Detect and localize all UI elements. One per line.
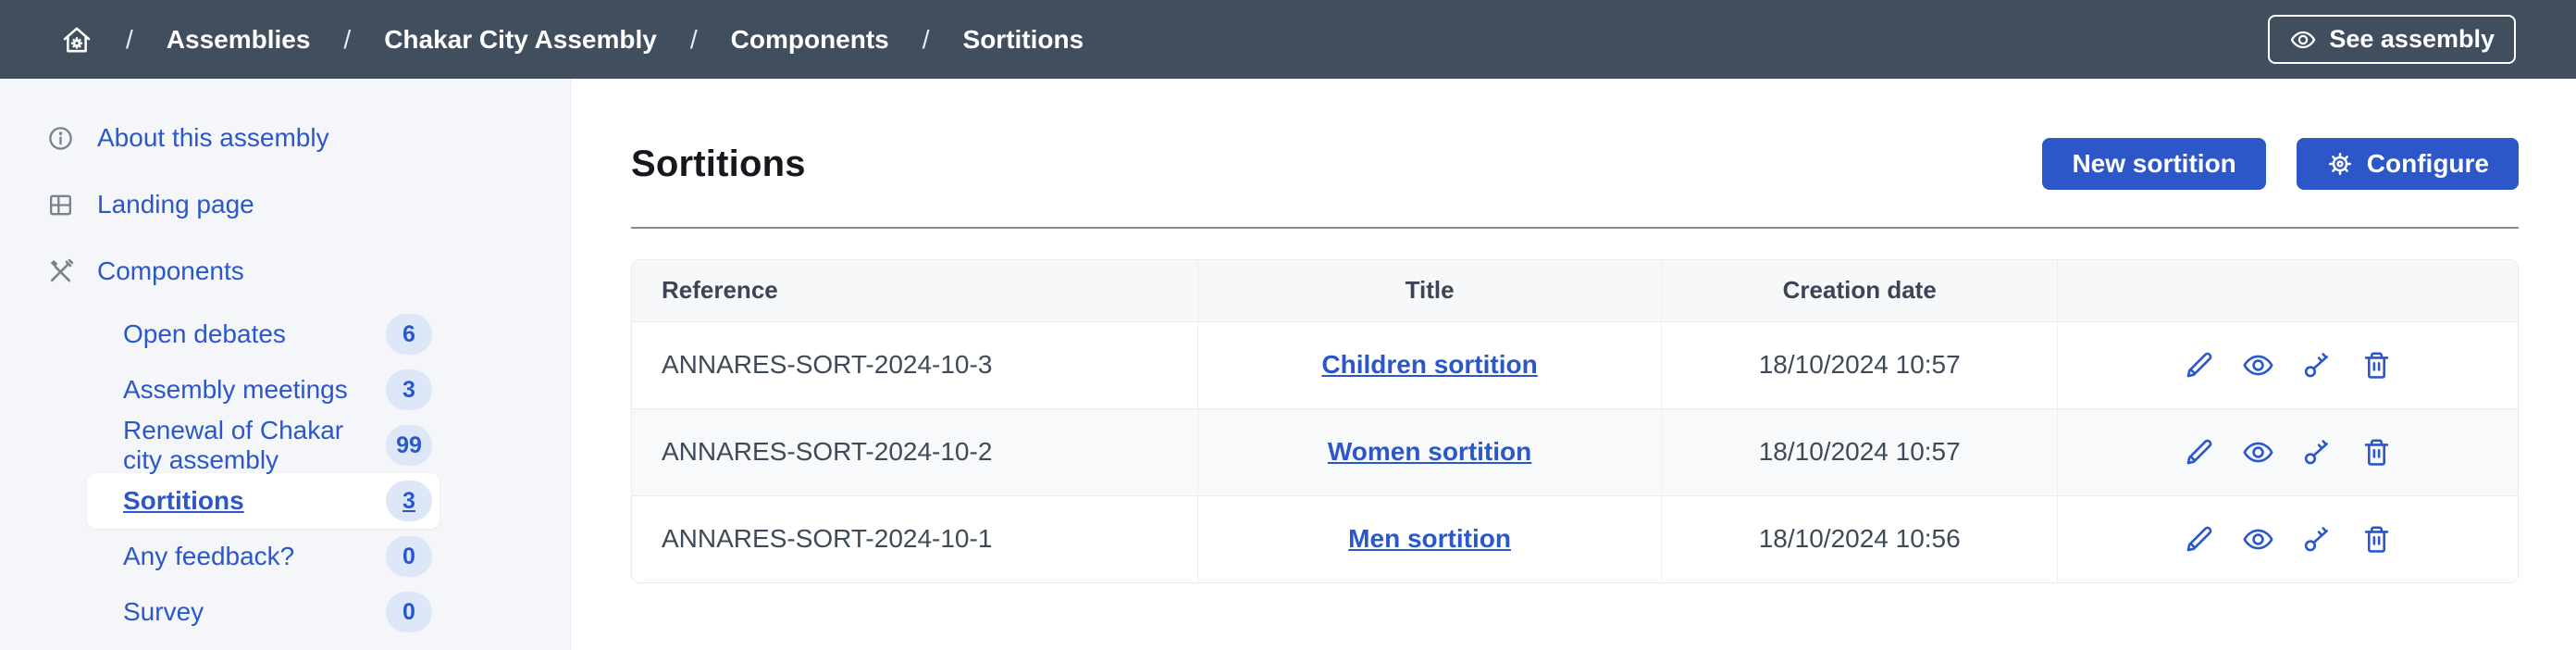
sortition-title-link[interactable]: Women sortition: [1327, 437, 1532, 466]
sidebar-item-label: Components: [97, 256, 244, 285]
reference-cell: ANNARES-SORT-2024-10-3: [632, 321, 1198, 409]
table-row: ANNARES-SORT-2024-10-1 Men sortition 18/…: [632, 495, 2518, 582]
header-title: Title: [1196, 260, 1662, 322]
sidebar-item-open-debates[interactable]: Open debates 6: [87, 306, 440, 362]
sidebar-item-survey[interactable]: Survey 0: [87, 584, 440, 640]
count-badge: 3: [386, 481, 432, 521]
new-sortition-button[interactable]: New sortition: [2042, 138, 2266, 190]
sidebar-item-about[interactable]: About this assembly: [0, 105, 570, 171]
sidebar-item-label: Open debates: [123, 319, 286, 348]
breadcrumb-chakar-city-assembly[interactable]: Chakar City Assembly: [384, 24, 657, 54]
landing-grid-icon: [46, 191, 75, 219]
tools-icon: [46, 257, 75, 286]
breadcrumb-components[interactable]: Components: [730, 24, 889, 54]
creation-date-cell: 18/10/2024 10:56: [1661, 495, 2058, 582]
sidebar-item-label: Renewal of Chakar city assembly: [123, 416, 344, 474]
sortitions-table: Reference Title Creation date ANNARES-SO…: [631, 259, 2519, 583]
reference-cell: ANNARES-SORT-2024-10-1: [632, 495, 1198, 582]
gear-icon: [2328, 153, 2351, 175]
sidebar-item-any-feedback[interactable]: Any feedback? 0: [87, 529, 440, 584]
creation-date-cell: 18/10/2024 10:57: [1661, 321, 2058, 409]
preview-eye-icon[interactable]: [2241, 435, 2275, 469]
page-title: Sortitions: [631, 143, 806, 184]
permissions-key-icon[interactable]: [2300, 522, 2334, 556]
breadcrumb-separator: /: [126, 24, 133, 54]
sidebar-item-label: Landing page: [97, 190, 254, 219]
permissions-key-icon[interactable]: [2300, 435, 2334, 469]
edit-pencil-icon[interactable]: [2182, 435, 2216, 469]
home-gear-icon[interactable]: [61, 24, 93, 56]
table-header-row: Reference Title Creation date: [632, 260, 2518, 322]
sidebar-item-label: Assembly meetings: [123, 375, 348, 404]
count-badge: 0: [386, 592, 432, 632]
delete-trash-icon[interactable]: [2359, 435, 2394, 469]
count-badge: 99: [386, 425, 432, 466]
see-assembly-label: See assembly: [2329, 25, 2495, 53]
sidebar-item-label: Sortitions: [123, 486, 244, 515]
title-divider: [631, 227, 2519, 229]
permissions-key-icon[interactable]: [2300, 348, 2334, 382]
sortition-title-link[interactable]: Men sortition: [1348, 524, 1511, 554]
breadcrumb-separator: /: [922, 24, 930, 54]
breadcrumb-separator: /: [343, 24, 352, 54]
edit-pencil-icon[interactable]: [2182, 522, 2216, 556]
info-icon: [46, 124, 75, 153]
configure-button[interactable]: Configure: [2296, 138, 2519, 190]
sidebar-item-components[interactable]: Components: [0, 238, 570, 305]
table-row: ANNARES-SORT-2024-10-2 Women sortition 1…: [632, 408, 2518, 496]
delete-trash-icon[interactable]: [2359, 348, 2394, 382]
count-badge: 3: [386, 369, 432, 410]
reference-cell: ANNARES-SORT-2024-10-2: [632, 408, 1198, 496]
sidebar-item-assembly-meetings[interactable]: Assembly meetings 3: [87, 362, 440, 418]
configure-label: Configure: [2366, 149, 2489, 178]
breadcrumb-sortitions[interactable]: Sortitions: [962, 24, 1084, 54]
sidebar-item-renewal[interactable]: Renewal of Chakar city assembly 99: [87, 416, 440, 474]
components-list: Open debates 6 Assembly meetings 3 Renew…: [0, 306, 570, 640]
sidebar-item-label: Survey: [123, 597, 204, 626]
breadcrumb-separator: /: [689, 24, 698, 54]
count-badge: 0: [386, 536, 432, 577]
delete-trash-icon[interactable]: [2359, 522, 2394, 556]
sidebar-item-label: About this assembly: [97, 123, 329, 152]
table-row: ANNARES-SORT-2024-10-3 Children sortitio…: [632, 321, 2518, 409]
main-content: Sortitions New sortition Configure: [571, 79, 2576, 650]
sidebar: About this assembly Landing page Compo: [0, 79, 571, 650]
breadcrumb-assemblies[interactable]: Assemblies: [166, 24, 311, 54]
preview-eye-icon[interactable]: [2241, 522, 2275, 556]
see-assembly-button[interactable]: See assembly: [2268, 15, 2516, 64]
topbar: / Assemblies / Chakar City Assembly / Co…: [0, 0, 2576, 79]
new-sortition-label: New sortition: [2072, 149, 2236, 178]
sidebar-item-sortitions[interactable]: Sortitions 3: [87, 473, 440, 529]
preview-eye-icon[interactable]: [2241, 348, 2275, 382]
header-actions: [2057, 260, 2518, 322]
sidebar-item-label: Any feedback?: [123, 542, 295, 570]
breadcrumb: / Assemblies / Chakar City Assembly / Co…: [61, 24, 1084, 56]
sortition-title-link[interactable]: Children sortition: [1321, 350, 1538, 379]
edit-pencil-icon[interactable]: [2182, 348, 2216, 382]
sidebar-item-landing-page[interactable]: Landing page: [0, 171, 570, 238]
header-reference: Reference: [632, 260, 1198, 322]
creation-date-cell: 18/10/2024 10:57: [1661, 408, 2058, 496]
eye-icon: [2291, 31, 2316, 48]
header-creation-date: Creation date: [1661, 260, 2058, 322]
count-badge: 6: [386, 314, 432, 355]
